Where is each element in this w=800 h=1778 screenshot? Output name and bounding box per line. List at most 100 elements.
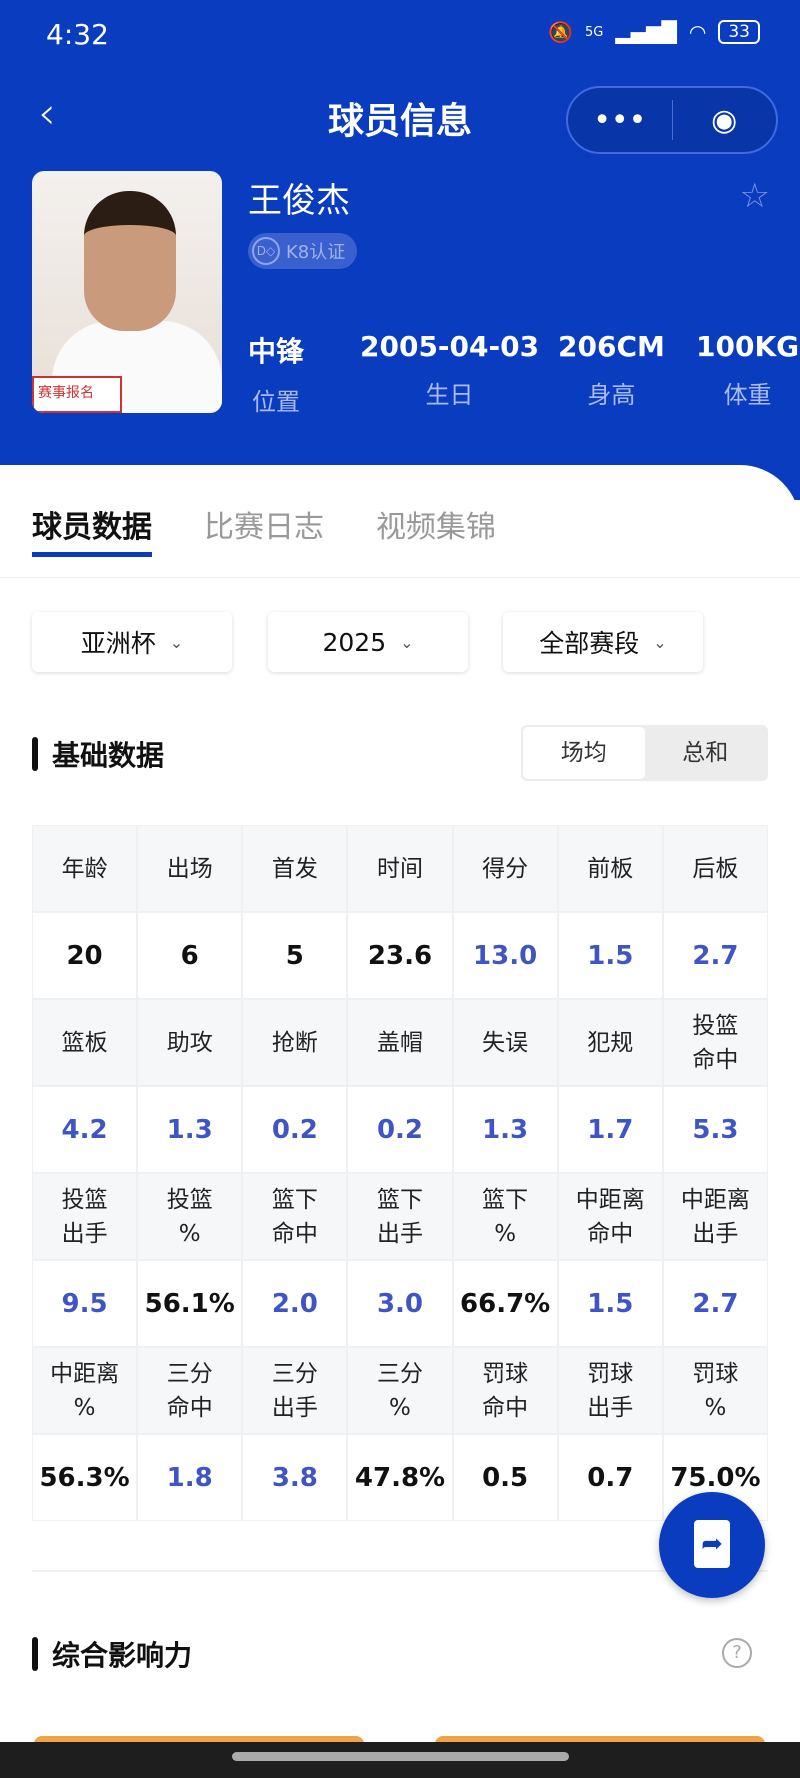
status-icons: 🔕 5G ▂▄▆█ ◠ 33 <box>548 20 760 44</box>
divider <box>0 577 800 578</box>
stat-label: 得分 <box>453 826 557 911</box>
stat-label: 投篮 % <box>138 1174 242 1259</box>
share-icon: ➦ <box>694 1520 730 1568</box>
stat-value: 1.8 <box>138 1435 242 1520</box>
mute-icon: 🔕 <box>548 20 574 44</box>
toggle-total[interactable]: 总和 <box>682 740 729 766</box>
stat-label: 篮下 出手 <box>348 1174 452 1259</box>
stat-value: 0.7 <box>558 1435 662 1520</box>
stat-label: 篮下 % <box>453 1174 557 1259</box>
stat-value: 4.2 <box>33 1087 137 1172</box>
stat-label: 出场 <box>138 826 242 911</box>
wifi-icon: ◠ <box>688 20 707 44</box>
help-icon[interactable]: ? <box>722 1638 752 1668</box>
stat-value: 23.6 <box>348 913 452 998</box>
stat-label: 犯规 <box>558 1000 662 1085</box>
more-icon[interactable]: ••• <box>593 102 647 138</box>
filter-competition[interactable]: 亚洲杯 ⌄ <box>32 612 232 672</box>
target-icon[interactable]: ◉ <box>711 102 738 138</box>
chevron-down-icon: ⌄ <box>400 632 414 652</box>
stat-label: 中距离 命中 <box>558 1174 662 1259</box>
stat-label: 三分 命中 <box>138 1348 242 1433</box>
stat-value: 5.3 <box>663 1087 767 1172</box>
stat-value: 1.7 <box>558 1087 662 1172</box>
back-button[interactable]: ‹ <box>38 88 56 139</box>
avg-total-toggle: 场均 总和 <box>521 725 768 781</box>
stat-label: 篮板 <box>33 1000 137 1085</box>
divider <box>32 1570 768 1572</box>
stat-label: 首发 <box>243 826 347 911</box>
stat-label: 助攻 <box>138 1000 242 1085</box>
stats-table: 年龄 出场 首发 时间 得分 前板 后板 20 6 5 23.6 13.0 1.5 2.7 篮板 助攻 抢断 盖帽… <box>32 825 768 1521</box>
stat-label: 篮下 命中 <box>243 1174 347 1259</box>
stat-label: 罚球 命中 <box>453 1348 557 1433</box>
stat-value: 0.2 <box>348 1087 452 1172</box>
stat-label: 失误 <box>453 1000 557 1085</box>
stat-label: 中距离 % <box>33 1348 137 1433</box>
stat-value: 1.5 <box>558 913 662 998</box>
stat-label: 中距离 出手 <box>663 1174 767 1259</box>
stat-label: 年龄 <box>33 826 137 911</box>
home-indicator[interactable] <box>232 1752 569 1761</box>
chevron-down-icon: ⌄ <box>169 632 184 652</box>
stat-value: 1.3 <box>453 1087 557 1172</box>
info-birthday: 2005-04-03 生日 <box>360 330 540 409</box>
stat-value: 20 <box>33 913 137 998</box>
stat-label: 抢断 <box>243 1000 347 1085</box>
stat-value: 56.1% <box>138 1261 242 1346</box>
player-photo: 赛事报名 <box>32 171 222 413</box>
basic-data-heading: 基础数据 <box>32 734 164 774</box>
stat-value: 5 <box>243 913 347 998</box>
mini-program-capsule: ••• ◉ <box>566 86 778 154</box>
stat-value: 1.3 <box>138 1087 242 1172</box>
stat-value: 66.7% <box>453 1261 557 1346</box>
info-weight: 100KG 体重 <box>696 330 800 409</box>
battery-icon: 33 <box>718 20 760 44</box>
certification-badge: D◇ K8认证 <box>248 233 358 269</box>
stat-value: 2.0 <box>243 1261 347 1346</box>
tab-highlights[interactable]: 视频集锦 <box>376 510 496 545</box>
stat-value: 0.5 <box>453 1435 557 1520</box>
tab-game-log[interactable]: 比赛日志 <box>204 510 324 545</box>
info-height: 206CM 身高 <box>558 330 665 409</box>
impact-heading: 综合影响力 <box>32 1634 192 1674</box>
network-label: 5G <box>585 24 604 40</box>
badge-label: K8认证 <box>286 242 346 263</box>
stat-value: 9.5 <box>33 1261 137 1346</box>
status-time: 4:32 <box>46 18 109 51</box>
stat-label: 三分 % <box>348 1348 452 1433</box>
stat-value: 6 <box>138 913 242 998</box>
info-position: 中锋 位置 <box>248 335 305 416</box>
stat-value: 56.3% <box>33 1435 137 1520</box>
stat-label: 盖帽 <box>348 1000 452 1085</box>
filter-stage[interactable]: 全部赛段 ⌄ <box>503 612 703 672</box>
stat-value: 2.7 <box>663 913 767 998</box>
filter-year[interactable]: 2025 ⌄ <box>268 612 468 672</box>
cert-icon: D◇ <box>252 237 280 265</box>
stat-label: 时间 <box>348 826 452 911</box>
page-title: 球员信息 <box>327 101 472 142</box>
stat-label: 投篮 命中 <box>663 1000 767 1085</box>
stat-value: 3.0 <box>348 1261 452 1346</box>
stat-label: 罚球 % <box>663 1348 767 1433</box>
stat-value: 13.0 <box>453 913 557 998</box>
stat-label: 三分 出手 <box>243 1348 347 1433</box>
stat-label: 后板 <box>663 826 767 911</box>
stat-value: 3.8 <box>243 1435 347 1520</box>
toggle-per-game[interactable]: 场均 <box>523 727 645 779</box>
stat-label: 投篮 出手 <box>33 1174 137 1259</box>
chevron-down-icon: ⌄ <box>653 632 667 652</box>
stat-value: 2.7 <box>663 1261 767 1346</box>
stat-label: 前板 <box>558 826 662 911</box>
stat-label: 罚球 出手 <box>558 1348 662 1433</box>
share-button[interactable]: ➦ <box>659 1492 765 1598</box>
tab-bar: 球员数据 比赛日志 视频集锦 <box>32 502 496 557</box>
stat-value: 47.8% <box>348 1435 452 1520</box>
stat-value: 0.2 <box>243 1087 347 1172</box>
player-name: 王俊杰 <box>248 181 350 221</box>
stat-value: 1.5 <box>558 1261 662 1346</box>
photo-stamp: 赛事报名 <box>32 376 122 413</box>
favorite-star-icon[interactable]: ☆ <box>739 176 770 216</box>
system-nav-bar <box>0 1742 800 1778</box>
tab-player-data[interactable]: 球员数据 <box>32 502 152 557</box>
